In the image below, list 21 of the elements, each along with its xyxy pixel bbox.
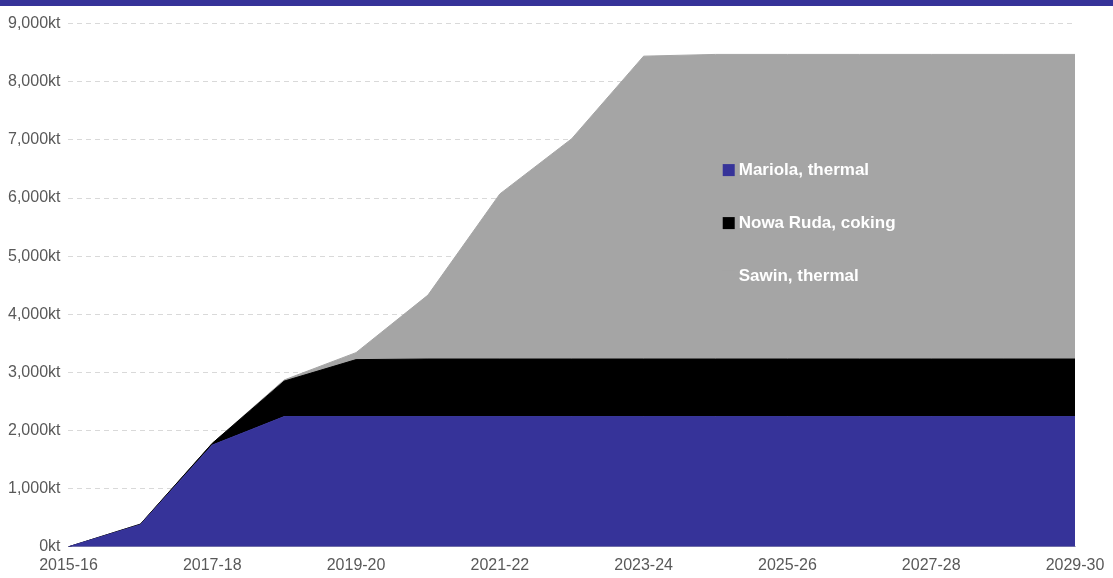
x-tick-label: 2015-16 — [39, 555, 98, 573]
x-tick-label: 2017-18 — [182, 555, 242, 573]
x-tick-label: 2019-20 — [326, 555, 386, 573]
x-tick-label: 2025-26 — [758, 555, 817, 573]
x-tick-label: 2027-28 — [901, 555, 961, 573]
y-tick-label: 2,000kt — [8, 420, 62, 438]
y-tick-label: 0kt — [39, 537, 62, 555]
y-tick-label: 6,000kt — [8, 188, 62, 206]
y-tick-label: 7,000kt — [8, 130, 62, 148]
legend-label: Mariola, thermal — [738, 159, 870, 179]
x-tick-label: 2029-30 — [1045, 555, 1105, 573]
y-tick-label: 4,000kt — [8, 304, 62, 322]
series-label: Sawin, thermal — [738, 265, 859, 285]
y-tick-label: 3,000kt — [8, 362, 62, 380]
y-tick-label: 1,000kt — [8, 479, 62, 497]
y-tick-label: 8,000kt — [8, 72, 62, 90]
y-tick-label: 5,000kt — [8, 246, 62, 264]
y-tick-label: 9,000kt — [8, 14, 62, 32]
x-tick-label: 2023-24 — [614, 555, 674, 573]
x-tick-label: 2021-22 — [470, 555, 530, 573]
legend-label: Nowa Ruda, coking — [738, 212, 896, 232]
